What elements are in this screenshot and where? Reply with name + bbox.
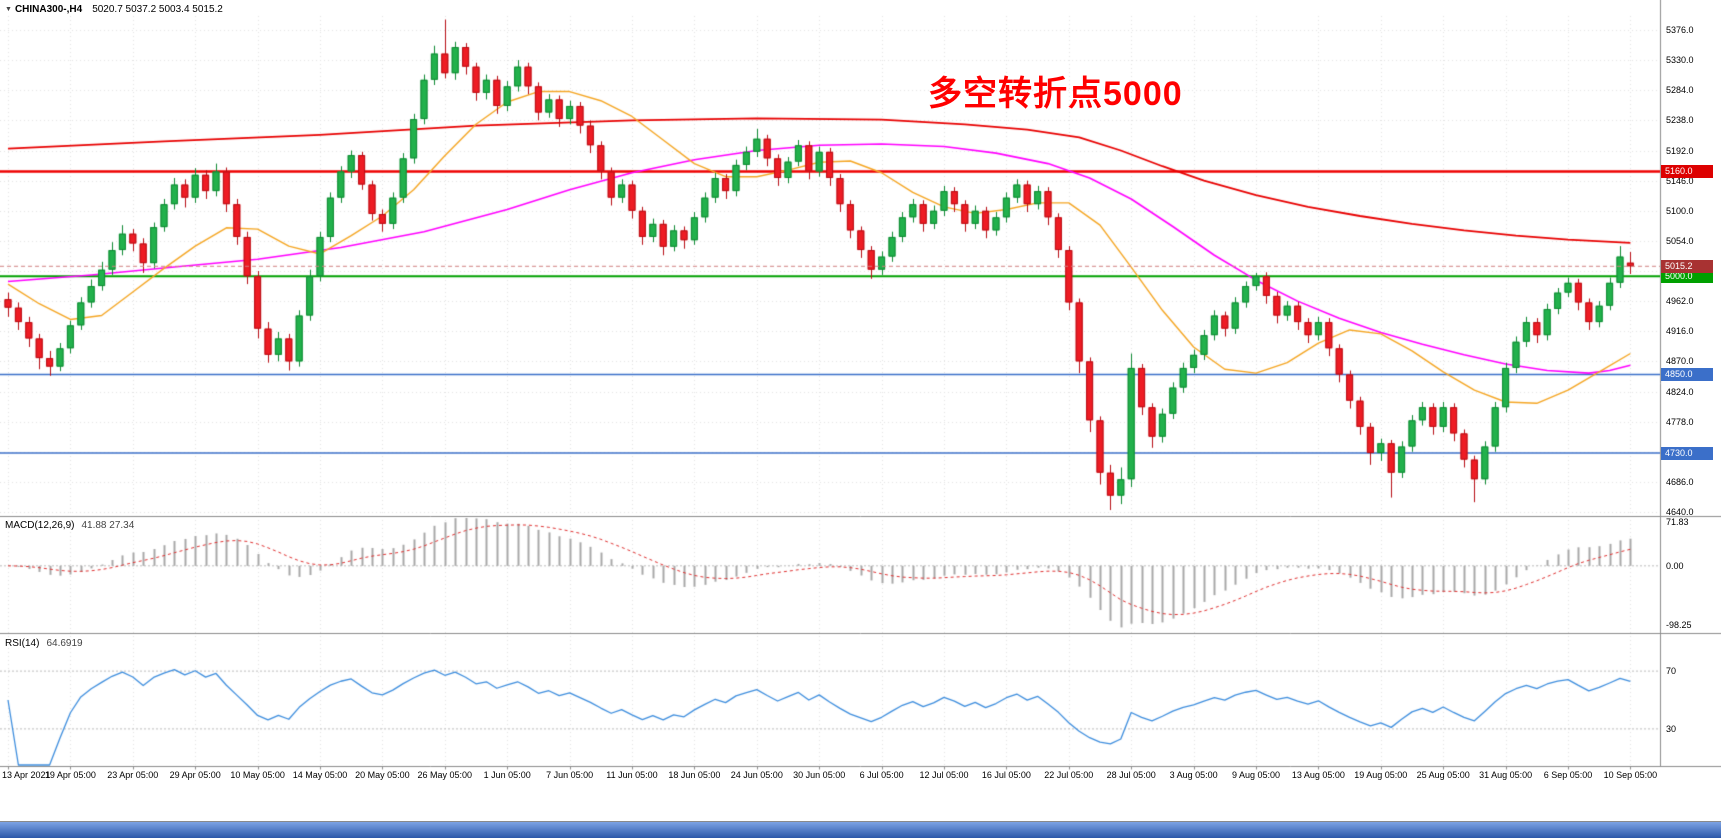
time-axis-label: 26 May 05:00 [417, 770, 473, 780]
time-axis-label: 29 Apr 05:00 [169, 770, 221, 780]
y-axis-label: 4916.0 [1666, 326, 1694, 337]
chart-marker-icon: ▼ [5, 6, 12, 13]
time-axis-label: 23 Apr 05:00 [107, 770, 159, 780]
last-price-badge: 5015.2 [1661, 259, 1713, 273]
symbol-timeframe-label: CHINA300-,H4 [14, 4, 83, 15]
rsi-panel-label: RSI(14) 64.6919 [5, 638, 83, 649]
time-axis-label: 7 Jun 05:00 [546, 770, 594, 780]
price-line-badge: 4850.0 [1661, 367, 1713, 381]
macd-indicator-name: MACD(12,26,9) [5, 520, 75, 531]
price-line-badge: 4730.0 [1661, 446, 1713, 460]
time-axis-label: 13 Apr 2021 [2, 770, 51, 780]
y-axis-label: 5376.0 [1666, 25, 1694, 35]
rsi-axis-label: 70 [1666, 666, 1677, 677]
time-axis-label: 28 Jul 05:00 [1106, 770, 1156, 780]
y-axis-label: 4640.0 [1666, 507, 1694, 517]
macd-axis-label: 0.00 [1666, 560, 1684, 571]
chart-annotation-text: 多空转折点5000 [928, 75, 1183, 113]
y-axis-label: 5238.0 [1666, 115, 1694, 126]
time-axis-label: 10 May 05:00 [230, 770, 285, 780]
time-axis-label: 25 Aug 05:00 [1416, 770, 1470, 780]
macd-indicator-values: 41.88 27.34 [81, 520, 135, 531]
time-axis-label: 3 Aug 05:00 [1169, 770, 1218, 780]
y-axis-label: 5284.0 [1666, 85, 1694, 96]
time-axis-label: 14 May 05:00 [292, 770, 348, 780]
y-axis-label: 4962.0 [1666, 296, 1694, 307]
time-axis-label: 20 May 05:00 [355, 770, 410, 780]
time-axis-label: 18 Jun 05:00 [668, 770, 721, 780]
y-axis-label: 4778.0 [1666, 416, 1694, 427]
time-axis-label: 22 Jul 05:00 [1044, 770, 1094, 780]
time-axis-label: 30 Jun 05:00 [793, 770, 846, 780]
chart-header: ▼ CHINA300-,H4 5020.7 5037.2 5003.4 5015.2 [5, 4, 223, 15]
y-axis-label: 4686.0 [1666, 476, 1694, 487]
time-axis-label: 13 Aug 05:00 [1291, 770, 1345, 780]
macd-axis-label: -98.25 [1666, 620, 1692, 631]
time-axis-label: 24 Jun 05:00 [730, 770, 783, 780]
y-axis-label: 5146.0 [1666, 175, 1694, 186]
y-axis-label: 5330.0 [1666, 55, 1694, 66]
time-axis-label: 6 Sep 05:00 [1543, 770, 1593, 780]
y-axis-label: 4870.0 [1666, 356, 1694, 367]
y-axis-label: 5100.0 [1666, 205, 1694, 216]
time-axis-label: 31 Aug 05:00 [1479, 770, 1533, 780]
time-axis-label: 12 Jul 05:00 [919, 770, 969, 780]
price-line-badge: 5160.0 [1661, 164, 1713, 178]
ohlc-values: 5020.7 5037.2 5003.4 5015.2 [92, 4, 223, 15]
time-axis-label: 11 Jun 05:00 [606, 770, 658, 780]
rsi-axis-label: 30 [1666, 723, 1677, 734]
time-axis-label: 16 Jul 05:00 [981, 770, 1031, 780]
time-axis-label: 19 Apr 05:00 [44, 770, 96, 780]
time-axis-label: 6 Jul 05:00 [859, 770, 904, 780]
rsi-indicator-value: 64.6919 [46, 638, 83, 649]
macd-axis-label: 71.83 [1666, 517, 1689, 528]
time-axis-label: 19 Aug 05:00 [1354, 770, 1408, 780]
time-axis-label: 10 Sep 05:00 [1603, 770, 1658, 780]
rsi-indicator-name: RSI(14) [5, 638, 40, 649]
y-axis-label: 4824.0 [1666, 386, 1694, 397]
macd-panel-label: MACD(12,26,9) 41.88 27.34 [5, 520, 134, 531]
y-axis-label: 5192.0 [1666, 145, 1694, 156]
y-axis-label: 5054.0 [1666, 235, 1694, 246]
price-line-badge: 5000.0 [1661, 269, 1713, 283]
time-axis-label: 1 Jun 05:00 [483, 770, 531, 780]
bottom-bar [0, 821, 1721, 838]
time-axis-label: 9 Aug 05:00 [1231, 770, 1281, 780]
